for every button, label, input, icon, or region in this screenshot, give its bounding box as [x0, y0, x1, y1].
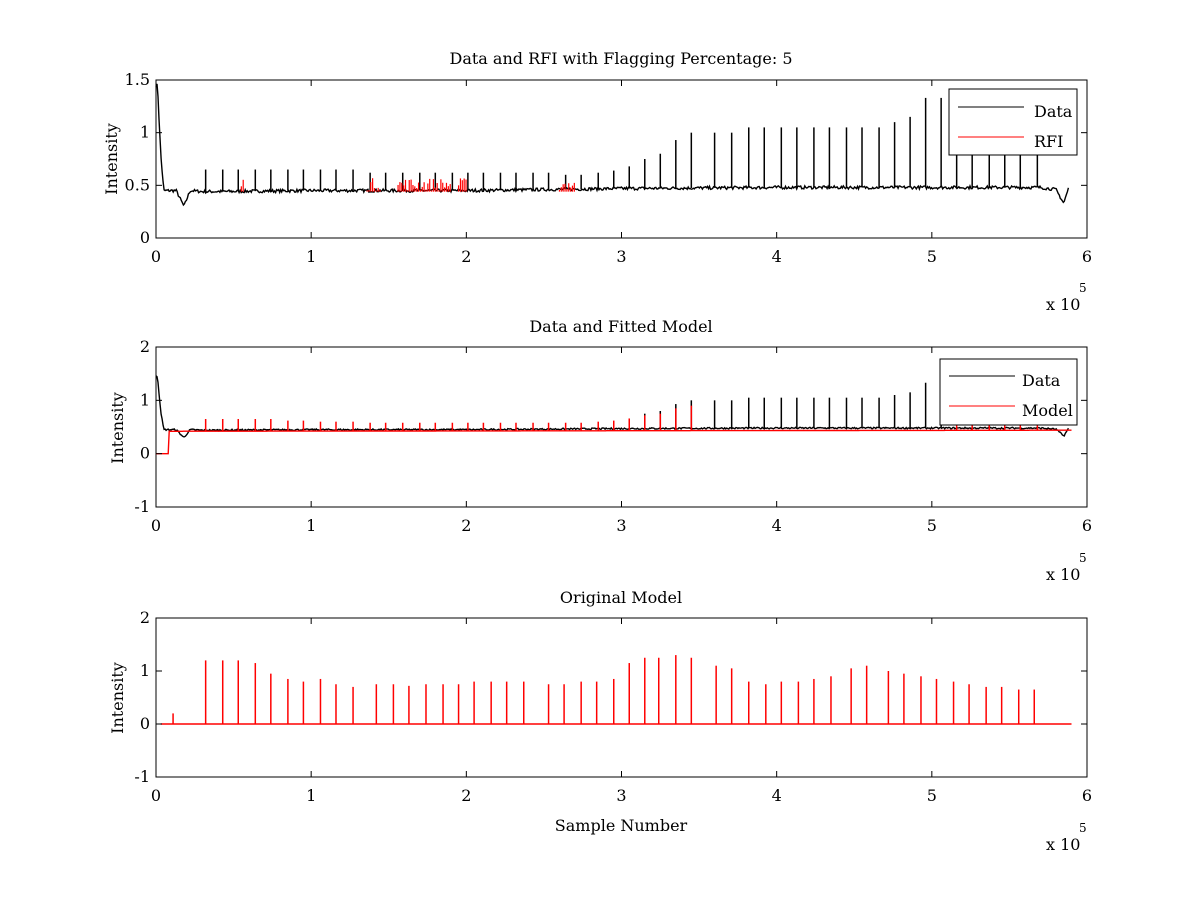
legend-label-data: Data — [1034, 102, 1073, 121]
x-tick-label: 3 — [616, 786, 626, 805]
x-tick-label: 4 — [772, 516, 782, 535]
x-exponent-power: 5 — [1079, 281, 1087, 295]
x-tick-label: 5 — [927, 516, 937, 535]
y-axis-label: Intensity — [102, 123, 121, 195]
x-tick-label: 2 — [461, 786, 471, 805]
x-tick-label: 4 — [772, 786, 782, 805]
x-tick-label: 0 — [151, 247, 161, 266]
x-tick-label: 6 — [1082, 786, 1092, 805]
y-tick-label: 0.5 — [125, 175, 150, 194]
y-tick-label: 2 — [140, 608, 150, 627]
subplot-title: Data and RFI with Flagging Percentage: 5 — [449, 49, 792, 68]
subplot-fitted-model: Data and Fitted Model Intensity 0 1 2 3 4 5 6 -… — [108, 317, 1092, 584]
y-tick-label: 0 — [140, 444, 150, 463]
legend-label-rfi: RFI — [1034, 132, 1063, 151]
legend-label-model: Model — [1022, 401, 1073, 420]
y-tick-label: 1 — [140, 661, 150, 680]
series-model-0 — [160, 655, 1072, 725]
legend: Data RFI — [948, 88, 1078, 156]
y-axis-label: Intensity — [108, 392, 127, 464]
x-exponent-label: x 10 — [1046, 565, 1080, 584]
y-tick-label: 0 — [140, 714, 150, 733]
x-exponent-label: x 10 — [1046, 835, 1080, 854]
x-tick-label: 5 — [927, 247, 937, 266]
y-tick-label: 1 — [140, 390, 150, 409]
series-rfi — [240, 178, 575, 192]
x-tick-label: 5 — [927, 786, 937, 805]
x-axis-label: Sample Number — [555, 816, 688, 835]
y-tick-label: -1 — [134, 767, 150, 786]
x-tick-label: 6 — [1082, 247, 1092, 266]
y-tick-label: 1.5 — [125, 70, 150, 89]
x-exponent-power: 5 — [1079, 551, 1087, 565]
x-tick-label: 1 — [306, 247, 316, 266]
x-tick-label: 1 — [306, 516, 316, 535]
y-tick-label: 2 — [140, 337, 150, 356]
x-tick-label: 1 — [306, 786, 316, 805]
y-tick-label: -1 — [134, 497, 150, 516]
series-data — [155, 375, 1070, 438]
x-tick-label: 2 — [461, 516, 471, 535]
subplot-title: Data and Fitted Model — [529, 317, 712, 336]
y-tick-label: 0 — [140, 228, 150, 247]
subplot-rfi-flagging: Data and RFI with Flagging Percentage: 5… — [102, 49, 1092, 314]
x-tick-label: 3 — [616, 247, 626, 266]
plot-area — [155, 79, 1088, 239]
legend-label-data: Data — [1022, 371, 1061, 390]
plot-area — [155, 617, 1088, 778]
y-axis-label: Intensity — [108, 662, 127, 734]
legend: Data Model — [939, 358, 1078, 426]
x-exponent-label: x 10 — [1046, 295, 1080, 314]
series-model — [156, 405, 1072, 455]
series-baseline — [155, 83, 1070, 207]
subplot-title: Original Model — [560, 588, 682, 607]
x-tick-label: 3 — [616, 516, 626, 535]
x-tick-label: 6 — [1082, 516, 1092, 535]
x-tick-label: 0 — [151, 786, 161, 805]
y-tick-label: 1 — [140, 123, 150, 142]
x-tick-label: 4 — [772, 247, 782, 266]
x-tick-label: 0 — [151, 516, 161, 535]
series-baseline — [155, 375, 1070, 438]
x-exponent-power: 5 — [1079, 821, 1087, 835]
x-tick-label: 2 — [461, 247, 471, 266]
